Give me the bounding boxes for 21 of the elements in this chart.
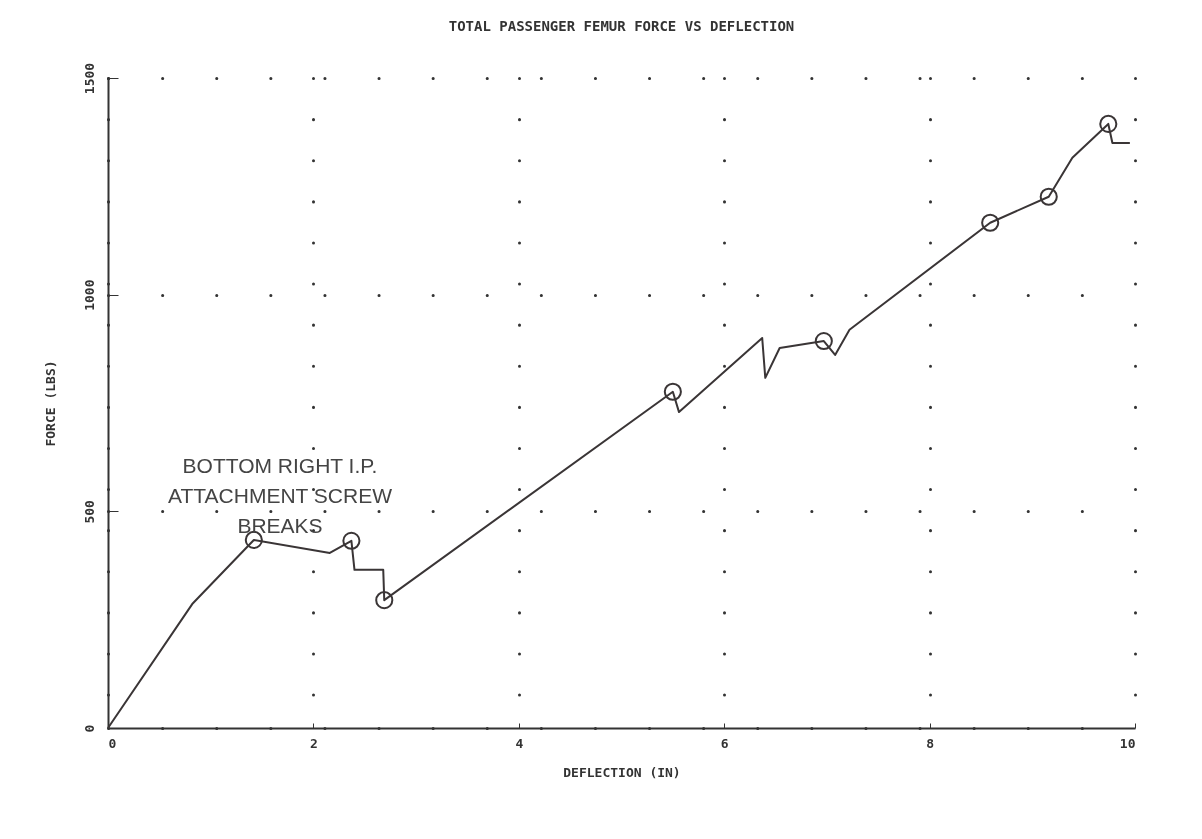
- y-tick-label: 500: [81, 499, 97, 524]
- y-tick-label: 1000: [81, 279, 97, 311]
- y-tick-label: 0: [81, 724, 97, 733]
- x-tick-label: 0: [108, 735, 117, 751]
- point: [814, 331, 833, 351]
- annotation: BOTTOM RIGHT I.P. ATTACHMENT SCREW BREAKS: [168, 454, 393, 537]
- point: [663, 382, 682, 401]
- x-tick-label: 2: [309, 735, 318, 751]
- x-tick-label: 8: [926, 735, 935, 751]
- x-axis-title: DEFLECTION (IN): [563, 764, 681, 780]
- point: [1039, 187, 1058, 206]
- point: [342, 531, 361, 550]
- y-tick-label: 1500: [81, 62, 97, 95]
- point: [375, 591, 394, 610]
- point: [1099, 114, 1118, 133]
- y-axis-title: FORCE (LBS): [42, 360, 58, 447]
- x-tick-label: 6: [720, 735, 729, 751]
- x-tick-label: 4: [515, 735, 524, 751]
- x-tick-label: 10: [1119, 735, 1136, 751]
- point: [981, 213, 1000, 232]
- chart-title: TOTAL PASSENGER FEMUR FORCE VS DEFLECTION: [448, 18, 795, 35]
